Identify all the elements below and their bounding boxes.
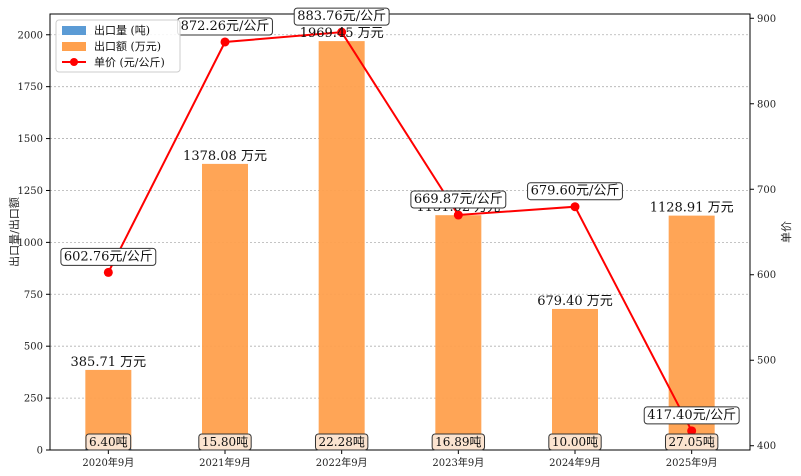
bar-amount-label: 1128.91 万元: [650, 201, 734, 216]
quantity-label-box: [85, 433, 132, 451]
quantity-label: 15.80吨: [198, 433, 252, 451]
price-label-text: 872.26元/公斤: [181, 19, 270, 34]
price-point: [103, 267, 113, 277]
quantity-label-text: 6.40吨: [89, 435, 128, 449]
price-label-box: [643, 406, 740, 425]
price-line-path: [107, 31, 693, 432]
bar-amount: [202, 163, 248, 450]
y-tick-label: 0: [37, 446, 43, 457]
left-axis: 0 250 500 750 1000 1250 1500 1750 2000: [18, 30, 50, 457]
bar-amount: [318, 41, 365, 450]
bar-amount-label: 385.71 万元: [71, 355, 147, 370]
y-tick-label: 1250: [18, 186, 43, 197]
y-tick-label: 750: [24, 290, 43, 301]
y2-tick-label: 700: [757, 185, 776, 196]
price-label-box: [293, 7, 390, 26]
price-point: [453, 210, 463, 220]
legend-swatch-price-marker: [70, 58, 78, 66]
quantity-label-text: 10.00吨: [552, 435, 598, 449]
x-axis: 2020年9月 2021年9月 2022年9月 2023年9月 2024年9月 2025年…: [82, 450, 718, 469]
y2-tick-label: 500: [757, 356, 776, 367]
price-label: 417.40元/公斤: [643, 406, 740, 425]
price-label-text: 602.76元/公斤: [64, 249, 153, 264]
price-label: 883.76元/公斤: [293, 7, 390, 26]
bar-amount-label: 1969.45 万元: [300, 26, 384, 41]
x-tick-label: 2022年9月: [316, 456, 368, 469]
price-label-text: 669.87元/公斤: [414, 192, 503, 207]
bars: [85, 41, 715, 450]
quantity-label: 22.28吨: [314, 433, 369, 451]
y-axis-title: 出口量/出口额: [7, 197, 21, 267]
price-label-box: [527, 182, 623, 201]
quantity-label: 10.00吨: [548, 433, 602, 451]
price-label: 679.60元/公斤: [527, 182, 623, 201]
y-tick-label: 1750: [18, 82, 43, 93]
legend-frame: [55, 19, 181, 73]
price-label-text: 417.40元/公斤: [647, 408, 736, 423]
x-tick-label: 2025年9月: [666, 456, 718, 469]
price-point: [337, 27, 347, 37]
y2-tick-label: 400: [757, 441, 776, 452]
y2-axis-title: 单价: [780, 221, 793, 243]
y-tick-label: 2000: [18, 30, 43, 41]
quantity-label-text: 15.80吨: [202, 435, 248, 449]
price-line: [103, 27, 697, 436]
legend-swatch-amount: [62, 42, 86, 51]
bar-amount: [435, 215, 482, 450]
quantity-label: 6.40吨: [85, 433, 132, 451]
legend-label-qty: 出口量 (吨): [94, 23, 150, 37]
x-tick-label: 2021年9月: [199, 456, 251, 469]
y-tick-label: 1500: [18, 134, 43, 145]
quantity-label: 27.05吨: [664, 433, 719, 451]
price-label: 872.26元/公斤: [177, 17, 273, 36]
y2-tick-label: 900: [757, 14, 776, 25]
price-label-text: 883.76元/公斤: [297, 9, 386, 24]
y2-tick-label: 800: [757, 99, 776, 110]
y-tick-label: 500: [24, 342, 43, 353]
quantity-label-text: 22.28吨: [318, 435, 364, 449]
quantity-label-box: [664, 433, 719, 451]
price-label-box: [410, 190, 507, 209]
x-tick-label: 2024年9月: [549, 456, 601, 469]
right-axis: 400 500 600 700 800 900: [750, 14, 776, 452]
legend-label-amount: 出口额 (万元): [94, 39, 161, 53]
grid-lines: [50, 34, 750, 451]
y-tick-label: 250: [24, 394, 43, 405]
quantity-label-text: 27.05吨: [668, 435, 714, 449]
price-label-box: [60, 247, 157, 266]
quantity-label: 16.89吨: [431, 433, 486, 451]
legend-label-price: 单价 (元/公斤): [94, 56, 165, 69]
price-point: [220, 37, 230, 47]
bar-amount-label: 1378.08 万元: [183, 149, 267, 164]
x-tick-label: 2023年9月: [432, 456, 484, 469]
price-label: 602.76元/公斤: [60, 247, 157, 266]
price-point: [687, 426, 697, 436]
price-label: 669.87元/公斤: [410, 190, 507, 209]
y2-tick-label: 600: [757, 270, 776, 281]
legend-swatch-qty: [62, 26, 86, 35]
price-point: [570, 202, 580, 212]
bar-amount: [552, 308, 598, 450]
quantity-label-box: [548, 433, 602, 451]
quantity-label-box: [431, 433, 486, 451]
y-tick-label: 1000: [18, 238, 43, 249]
quantity-label-box: [314, 433, 369, 451]
price-label-text: 679.60元/公斤: [531, 184, 620, 199]
legend: 出口量 (吨) 出口额 (万元) 单价 (元/公斤): [55, 19, 181, 73]
quantity-label-box: [198, 433, 252, 451]
quantity-label-text: 16.89吨: [435, 435, 481, 449]
bar-amount-label: 679.40 万元: [537, 294, 613, 309]
plot-frame: [49, 13, 751, 451]
x-tick-label: 2020年9月: [82, 456, 134, 469]
